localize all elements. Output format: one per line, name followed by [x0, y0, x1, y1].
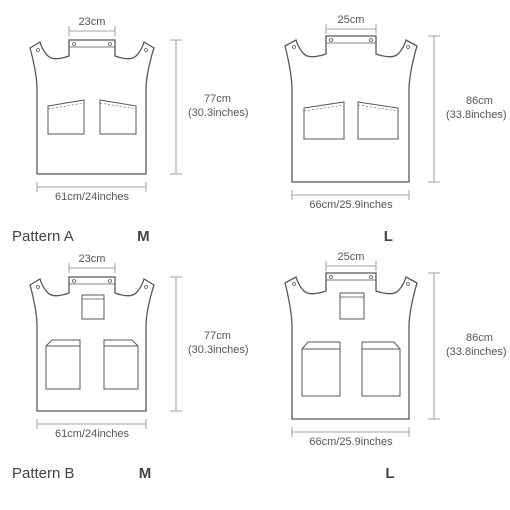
- svg-text:66cm/25.9inches: 66cm/25.9inches: [309, 199, 393, 211]
- svg-text:61cm/24inches: 61cm/24inches: [55, 428, 129, 440]
- svg-text:(30.3inches): (30.3inches): [188, 344, 248, 356]
- dim-h2: (30.3inches): [188, 107, 248, 119]
- svg-text:77cm: 77cm: [204, 330, 231, 342]
- pattern-a-label: Pattern A M L: [8, 228, 502, 251]
- apron-b-m: 23cm 61cm/24inches 77cm (30.3inches): [8, 251, 248, 461]
- pattern-b-row: 23cm 61cm/24inches 77cm (30.3inches): [8, 251, 502, 461]
- svg-text:23cm: 23cm: [79, 253, 106, 265]
- svg-text:66cm/25.9inches: 66cm/25.9inches: [309, 436, 393, 448]
- pattern-a-row: 23cm 61cm/24inches 77cm (30.3inc: [8, 14, 502, 224]
- svg-text:25cm: 25cm: [338, 251, 365, 263]
- apron-outline-icon: [285, 36, 417, 182]
- dim-bottom: 61cm/24inches: [55, 191, 129, 203]
- svg-text:(33.8inches): (33.8inches): [446, 346, 507, 358]
- apron-outline-icon: [30, 40, 154, 174]
- apron-b-l: 25cm 66cm/25.9inches 86cm (33.8inches): [268, 251, 508, 461]
- svg-text:25cm: 25cm: [338, 14, 365, 26]
- svg-text:86cm: 86cm: [466, 332, 493, 344]
- apron-a-m: 23cm 61cm/24inches 77cm (30.3inc: [8, 14, 248, 224]
- dim-top: 23cm: [79, 16, 106, 28]
- svg-text:(33.8inches): (33.8inches): [446, 109, 507, 121]
- dim-h1: 77cm: [204, 93, 231, 105]
- svg-text:86cm: 86cm: [466, 95, 493, 107]
- pattern-b-label: Pattern B M L: [8, 465, 502, 488]
- apron-a-l: 25cm 66cm/25.9inches 86cm (33.8inches): [268, 14, 508, 224]
